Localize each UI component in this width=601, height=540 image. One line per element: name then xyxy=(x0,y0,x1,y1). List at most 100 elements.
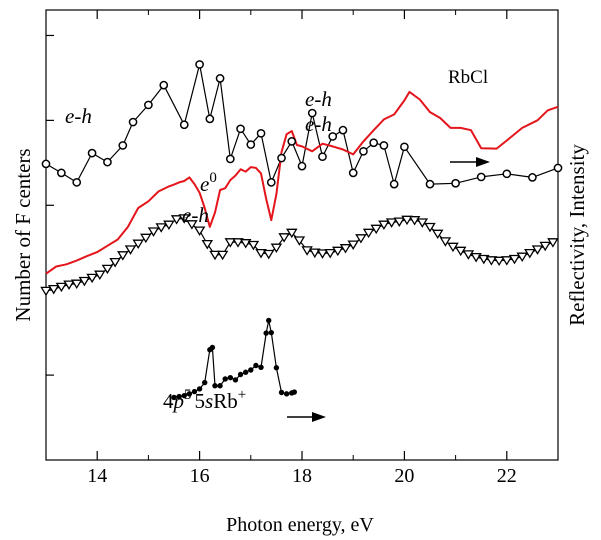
data-point-triangles xyxy=(186,220,198,230)
data-point-fcenters xyxy=(348,168,358,178)
data-point-triangles xyxy=(155,223,167,233)
data-point-triangles xyxy=(478,254,490,265)
data-point-fcenters xyxy=(451,178,460,188)
data-point-triangles xyxy=(501,256,513,266)
data-point-triangles xyxy=(324,248,336,259)
data-point-triangles xyxy=(216,250,229,261)
data-point-triangles xyxy=(524,248,536,259)
data-point-triangles xyxy=(539,241,551,252)
arrow-luminescence xyxy=(287,412,326,422)
annotation-eh-top2: e-h xyxy=(305,112,332,136)
data-point-fcenters xyxy=(277,153,286,163)
data-point-triangles xyxy=(193,226,206,236)
data-point-triangles xyxy=(332,246,344,257)
data-point-fcenters xyxy=(103,157,112,167)
right-y-axis-label: Reflectivity, Intensity xyxy=(565,144,589,326)
data-point-fcenters xyxy=(195,60,204,69)
data-point-fcenters xyxy=(400,142,409,152)
data-point-triangles xyxy=(431,229,444,240)
data-point-triangles xyxy=(516,252,528,263)
data-point-fcenters xyxy=(502,169,512,179)
data-point-fcenters xyxy=(379,141,389,150)
data-point-fcenters xyxy=(87,148,97,158)
data-point-fcenters xyxy=(307,108,317,118)
data-point-triangles xyxy=(109,257,121,268)
data-point-triangles xyxy=(385,218,398,228)
left-y-axis-label: Number of F centers xyxy=(11,148,35,321)
data-point-fcenters xyxy=(159,80,169,90)
data-point-triangles xyxy=(547,238,559,248)
data-point-fcenters xyxy=(225,154,235,164)
annotation-e0: e0 xyxy=(200,170,217,196)
data-point-fcenters xyxy=(236,124,245,134)
data-point-triangles xyxy=(462,250,475,260)
data-point-fcenters xyxy=(57,168,66,178)
data-point-triangles xyxy=(485,256,498,266)
data-point-triangles xyxy=(201,239,214,250)
data-point-luminescence xyxy=(227,374,234,381)
data-point-fcenters xyxy=(41,159,51,169)
marker-layer xyxy=(40,60,563,401)
x-tick-label: 18 xyxy=(292,465,312,487)
annotation-luminescence: 4p5 5sRb+ xyxy=(163,387,246,413)
data-point-fcenters xyxy=(369,138,379,148)
data-point-fcenters xyxy=(476,172,486,182)
data-point-fcenters xyxy=(328,132,338,141)
data-point-luminescence xyxy=(253,362,259,369)
data-point-luminescence xyxy=(181,392,187,399)
data-point-luminescence xyxy=(283,391,290,397)
data-point-triangles xyxy=(94,270,106,281)
data-point-luminescence xyxy=(171,394,177,401)
data-point-triangles xyxy=(132,239,144,250)
x-tick-label: 14 xyxy=(87,465,107,487)
data-point-luminescence xyxy=(176,393,182,400)
data-point-fcenters xyxy=(389,179,399,189)
data-point-fcenters xyxy=(72,178,82,187)
data-point-fcenters xyxy=(144,100,153,110)
data-point-triangles xyxy=(339,244,352,254)
data-point-fcenters xyxy=(118,141,128,150)
data-point-triangles xyxy=(224,238,237,248)
data-point-luminescence xyxy=(248,367,254,373)
data-point-triangles xyxy=(454,246,467,257)
annotation-eh-mid: e-h xyxy=(182,203,209,227)
data-point-fcenters xyxy=(287,137,297,146)
data-point-luminescence xyxy=(242,369,249,375)
data-point-triangles xyxy=(439,237,452,247)
data-point-triangles xyxy=(278,233,290,243)
data-point-luminescence xyxy=(278,389,285,396)
data-point-triangles xyxy=(170,215,183,225)
data-point-triangles xyxy=(401,215,413,226)
left-y-ticks xyxy=(46,34,54,376)
data-point-fcenters xyxy=(215,74,225,83)
x-tick-label: 22 xyxy=(497,465,517,487)
data-point-fcenters xyxy=(266,178,276,187)
data-point-triangles xyxy=(70,279,83,290)
data-point-luminescence xyxy=(273,365,280,371)
data-point-fcenters xyxy=(128,117,138,127)
data-point-triangles xyxy=(470,252,482,263)
data-point-triangles xyxy=(255,248,267,259)
data-point-triangles xyxy=(508,254,521,265)
arrow-reflectivity xyxy=(450,157,490,167)
data-point-triangles xyxy=(63,280,75,290)
data-point-triangles xyxy=(101,264,114,275)
data-point-triangles xyxy=(86,273,98,284)
sample-label: RbCl xyxy=(448,67,488,88)
x-tick-label: 16 xyxy=(190,465,210,487)
data-point-triangles xyxy=(247,240,260,251)
data-point-triangles xyxy=(239,239,252,249)
data-point-triangles xyxy=(40,286,52,297)
series-layer xyxy=(45,63,559,398)
x-axis-ticks: 14 16 18 20 22 xyxy=(45,10,559,487)
data-point-triangles xyxy=(286,228,298,239)
data-point-luminescence xyxy=(196,386,203,392)
data-point-triangles xyxy=(262,249,275,260)
data-point-triangles xyxy=(393,217,406,227)
data-point-luminescence xyxy=(212,383,218,389)
data-point-fcenters xyxy=(553,163,563,173)
annotation-eh-top1: e-h xyxy=(305,87,332,111)
data-point-triangles xyxy=(178,214,190,224)
x-tick-label: 20 xyxy=(394,465,414,487)
